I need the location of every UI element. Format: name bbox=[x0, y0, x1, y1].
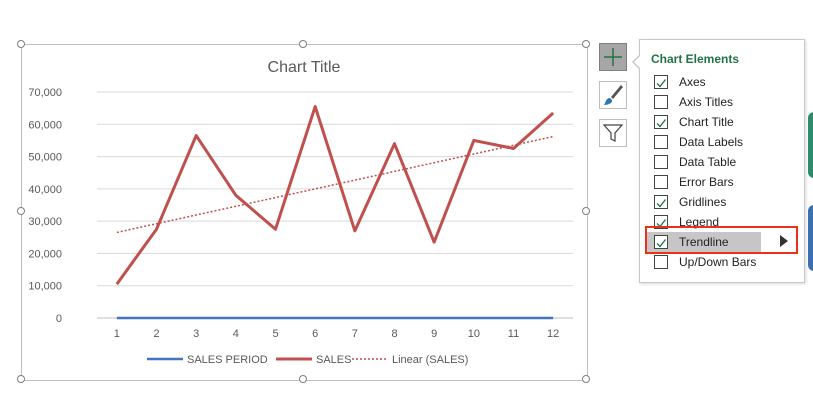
resize-handle-bottom-right[interactable] bbox=[582, 375, 590, 383]
chart-element-axis-titles[interactable]: Axis Titles bbox=[647, 92, 767, 112]
trendline bbox=[116, 135, 554, 234]
checkbox[interactable] bbox=[654, 95, 668, 109]
panel-pointer-inner bbox=[634, 55, 641, 69]
resize-handle-right[interactable] bbox=[582, 207, 590, 215]
checkbox[interactable] bbox=[654, 235, 668, 249]
x-tick-label: 8 bbox=[391, 328, 397, 340]
chart-element-label: Trendline bbox=[679, 235, 729, 249]
resize-handle-top[interactable] bbox=[299, 40, 307, 48]
chart-area[interactable]: Chart Title 0 10,000 20,000 30,000 40,000 50,0… bbox=[21, 44, 588, 381]
x-tick-label: 10 bbox=[468, 328, 480, 340]
y-tick-label: 30,000 bbox=[28, 216, 62, 228]
panel-title: Chart Elements bbox=[651, 52, 740, 66]
chart-element-label: Data Labels bbox=[679, 135, 744, 149]
y-tick-label: 20,000 bbox=[28, 248, 62, 260]
legend-entry: Linear (SALES) bbox=[392, 354, 468, 366]
trendline-highlight-box bbox=[645, 226, 798, 254]
edge-tab-green bbox=[808, 112, 813, 178]
checkbox[interactable] bbox=[654, 195, 668, 209]
y-tick-label: 40,000 bbox=[28, 184, 62, 196]
chart-element-label: Chart Title bbox=[679, 115, 734, 129]
x-tick-label: 1 bbox=[114, 328, 120, 340]
chart-styles-button[interactable] bbox=[599, 81, 627, 109]
x-tick-label: 4 bbox=[233, 328, 239, 340]
chart-element-trendline[interactable]: Trendline bbox=[647, 232, 761, 252]
chart-element-label: Axis Titles bbox=[679, 95, 734, 109]
chart-element-up-down-bars[interactable]: Up/Down Bars bbox=[647, 252, 767, 272]
y-tick-label: 50,000 bbox=[28, 152, 62, 164]
chart-element-data-labels[interactable]: Data Labels bbox=[647, 132, 767, 152]
legend-entry: SALES bbox=[316, 354, 351, 366]
edge-tab-blue bbox=[808, 205, 813, 271]
chart-element-chart-title[interactable]: Chart Title bbox=[647, 112, 767, 132]
chart-element-label: Data Table bbox=[679, 155, 737, 169]
chart-elements-panel: Chart Elements Axes Axis Titles Chart Titl… bbox=[639, 39, 805, 283]
resize-handle-top-left[interactable] bbox=[17, 40, 25, 48]
checkbox[interactable] bbox=[654, 135, 668, 149]
paintbrush-icon bbox=[604, 85, 623, 105]
checkbox[interactable] bbox=[654, 155, 668, 169]
chart-element-label: Legend bbox=[679, 215, 720, 229]
chart-element-gridlines[interactable]: Gridlines bbox=[647, 192, 767, 212]
checkmark-icon bbox=[656, 79, 667, 88]
x-tick-label: 5 bbox=[272, 328, 278, 340]
funnel-icon bbox=[602, 124, 624, 142]
chart-elements-button[interactable] bbox=[599, 43, 627, 71]
x-tick-label: 2 bbox=[153, 328, 159, 340]
x-tick-label: 12 bbox=[547, 328, 559, 340]
legend-entry: SALES PERIOD bbox=[187, 354, 268, 366]
checkbox[interactable] bbox=[654, 75, 668, 89]
chart-title: Chart Title bbox=[268, 59, 341, 76]
chart-plot: Chart Title 0 10,000 20,000 30,000 40,000 50,0… bbox=[28, 59, 573, 366]
resize-handle-top-right[interactable] bbox=[582, 40, 590, 48]
resize-handle-bottom[interactable] bbox=[299, 375, 307, 383]
chart-element-axes[interactable]: Axes bbox=[647, 72, 767, 92]
x-tick-label: 9 bbox=[431, 328, 437, 340]
x-tick-label: 6 bbox=[312, 328, 318, 340]
x-tick-label: 7 bbox=[352, 328, 358, 340]
trendline-submenu-arrow-icon[interactable] bbox=[780, 235, 788, 247]
x-tick-label: 11 bbox=[508, 328, 519, 340]
y-tick-label: 70,000 bbox=[28, 87, 62, 99]
checkbox[interactable] bbox=[654, 115, 668, 129]
chart-element-data-table[interactable]: Data Table bbox=[647, 152, 767, 172]
chart-element-error-bars[interactable]: Error Bars bbox=[647, 172, 767, 192]
y-tick-label: 0 bbox=[56, 313, 62, 325]
checkbox[interactable] bbox=[654, 255, 668, 269]
y-tick-label: 60,000 bbox=[28, 119, 62, 131]
series-line-sales bbox=[115, 105, 555, 285]
checkbox[interactable] bbox=[654, 215, 668, 229]
plus-icon bbox=[604, 48, 622, 66]
chart-filters-button[interactable] bbox=[599, 119, 627, 147]
resize-handle-left[interactable] bbox=[17, 207, 25, 215]
y-tick-label: 10,000 bbox=[28, 281, 62, 293]
x-tick-label: 3 bbox=[193, 328, 199, 340]
checkmark-icon bbox=[656, 119, 667, 128]
checkmark-icon bbox=[656, 199, 667, 208]
checkmark-icon bbox=[656, 239, 667, 248]
resize-handle-bottom-left[interactable] bbox=[17, 375, 25, 383]
checkbox[interactable] bbox=[654, 175, 668, 189]
chart-element-label: Up/Down Bars bbox=[679, 255, 757, 269]
chart-element-label: Error Bars bbox=[679, 175, 734, 189]
chart-element-label: Gridlines bbox=[679, 195, 727, 209]
chart-element-label: Axes bbox=[679, 75, 706, 89]
chart-element-legend[interactable]: Legend bbox=[647, 212, 767, 232]
